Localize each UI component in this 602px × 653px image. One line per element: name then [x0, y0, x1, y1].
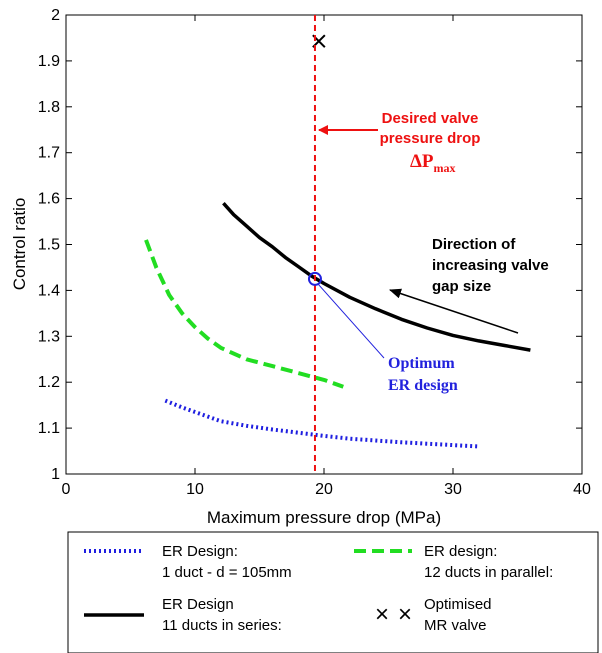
x-tick-label: 40 [573, 481, 591, 498]
y-tick-label: 1.2 [38, 374, 60, 391]
desired-annotation-line-2: pressure drop [380, 130, 481, 147]
legend-marker-line-2: MR valve [424, 617, 487, 634]
legend: ER Design: 1 duct - d = 105mm ER design:… [67, 531, 599, 653]
x-tick-label: 20 [315, 481, 333, 498]
optimum-point-marker [307, 271, 322, 286]
direction-annotation-line-2: increasing valve [432, 257, 549, 274]
legend-dotted-line-2: 1 duct - d = 105mm [162, 564, 292, 581]
y-tick-label: 1 [51, 466, 60, 483]
series-line-dashed [144, 239, 344, 389]
x-tick-label: 10 [186, 481, 204, 498]
y-axis-label: Control ratio [10, 198, 29, 291]
direction-arrow [389, 288, 519, 334]
direction-annotation-line-3: gap size [432, 278, 491, 295]
legend-dotted-line-1: ER Design: [162, 543, 238, 560]
y-tick-label: 1.5 [38, 237, 60, 254]
legend-dashed-line-1: ER design: [424, 543, 497, 560]
delta-p-subscript: max [434, 161, 456, 175]
desired-annotation-line-1: Desired valve [382, 110, 479, 127]
series-line-solid [222, 202, 531, 352]
y-tick-label: 1.8 [38, 99, 60, 116]
legend-solid-line-1: ER Design [162, 596, 234, 613]
series-line-dotted [164, 398, 479, 449]
legend-x-marker-2: × [398, 601, 412, 628]
legend-marker-line-1: Optimised [424, 596, 492, 613]
y-tick-label: 2 [51, 7, 60, 24]
delta-p-max-label: ΔPmax [410, 151, 456, 175]
direction-annotation-line-1: Direction of [432, 236, 516, 253]
y-tick-label: 1.7 [38, 145, 60, 162]
y-tick-label: 1.3 [38, 328, 60, 345]
x-tick-label: 30 [444, 481, 462, 498]
y-tick-label: 1.6 [38, 191, 60, 208]
y-tick-label: 1.9 [38, 53, 60, 70]
optimum-leader-line [317, 283, 385, 359]
optimum-annotation-line-2: ER design [388, 377, 458, 394]
y-tick-label: 1.1 [38, 420, 60, 437]
legend-x-marker-1: × [375, 601, 389, 628]
optimum-annotation-line-1: Optimum [388, 355, 455, 372]
delta-p: ΔP [410, 151, 434, 172]
x-tick-label: 0 [62, 481, 71, 498]
legend-solid-line-2: 11 ducts in series: [162, 617, 282, 634]
series-layer [144, 34, 531, 449]
axis-ticks: 0 10 20 30 40 1 1.1 1.2 1.3 1.4 1.5 1.6 1.7 1.8 1.9 2 [38, 7, 591, 498]
y-tick-label: 1.4 [38, 282, 60, 299]
legend-dashed-line-2: 12 ducts in parallel: [424, 564, 553, 581]
legend-box [67, 531, 599, 653]
x-axis-label: Maximum pressure drop (MPa) [207, 508, 441, 527]
